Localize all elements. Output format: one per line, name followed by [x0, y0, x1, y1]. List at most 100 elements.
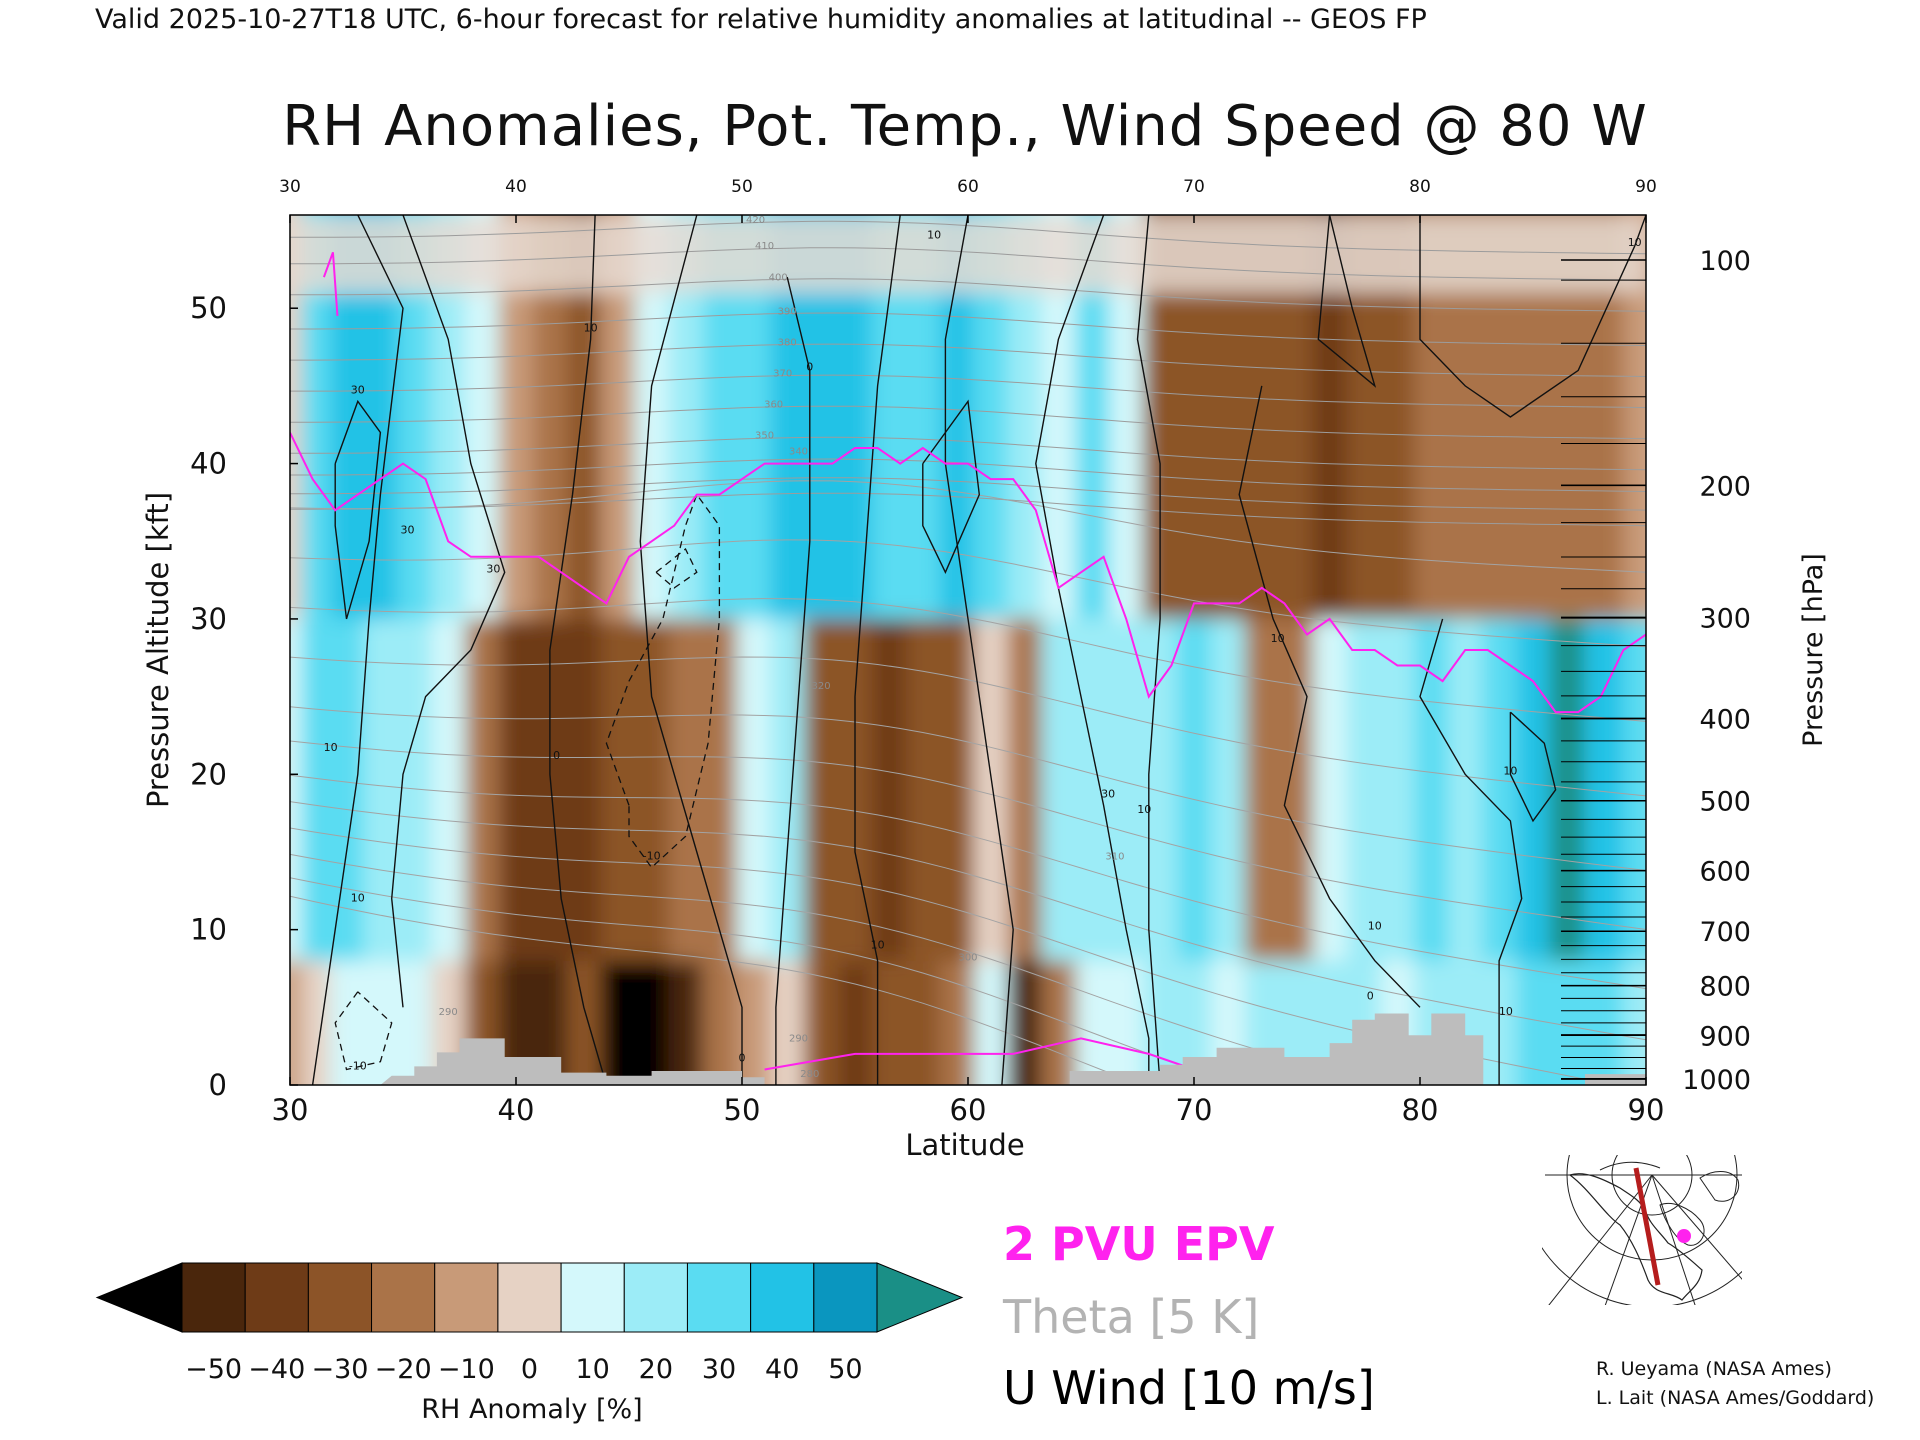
rh-cell-lower	[702, 960, 738, 1085]
u-wind-contour-label: 30	[486, 562, 500, 575]
colorbar-tick-label: −30	[311, 1354, 368, 1385]
u-wind-contour-negative	[605, 493, 721, 869]
theta-contour	[290, 436, 1646, 471]
colorbar-swatch	[307, 1262, 373, 1333]
u-wind-contour	[311, 215, 404, 1085]
y-tick-label: 40	[190, 447, 227, 481]
theta-contour-label: 320	[812, 681, 831, 692]
u-wind-contour-label: 0	[739, 1052, 746, 1065]
x-axis-label: Latitude	[905, 1128, 1024, 1162]
u-wind-contour	[1136, 215, 1161, 1085]
rh-cell-mid	[1109, 618, 1145, 961]
rh-cell-lower	[668, 960, 704, 1085]
rh-cell-mid	[1075, 618, 1111, 961]
u-wind-contour	[1238, 385, 1421, 1008]
rh-cell-lower	[1549, 960, 1585, 1085]
colorbar-tick-label: −10	[438, 1354, 495, 1385]
rh-cell-lower	[905, 960, 941, 1085]
x-axis-top: 30 40 50 60 70 80 90	[279, 177, 1657, 223]
rh-cell-mid	[1278, 618, 1314, 961]
u-wind-contour-label: 0	[1367, 990, 1374, 1003]
rh-cell-mid	[1177, 618, 1212, 961]
colorbar-tick-labels: −50 −40 −30 −20 −10 0 10 20 30 40 50	[185, 1354, 862, 1385]
theta-contour-label: 290	[439, 1007, 458, 1018]
theta-contour	[290, 740, 1646, 931]
pv2-line-fragment	[322, 251, 339, 317]
rh-strat-cap	[290, 215, 1646, 293]
u-wind-contour-label: 10	[1368, 920, 1382, 933]
colorbar-swatch	[560, 1262, 625, 1333]
theta-contour-label: 310	[1105, 852, 1124, 863]
contour-labels: 4204104003903803703603503403203103002902…	[324, 215, 1642, 1080]
pressure-tick-label: 600	[1699, 857, 1751, 888]
rh-cell-mid	[301, 618, 331, 961]
rh-cell-lower	[634, 960, 670, 1085]
colorbar-swatch	[750, 1262, 815, 1333]
colorbar-swatch	[497, 1262, 562, 1333]
section-line	[1633, 1167, 1661, 1286]
y-axis-left: 0 10 20 30 40 50	[190, 291, 298, 1102]
theta-contour	[290, 877, 1241, 1085]
y-tick-label: 30	[190, 602, 227, 636]
y-tick-label: 10	[190, 913, 227, 947]
theta-contour-label: 340	[789, 446, 808, 457]
x-top-tick-label: 90	[1635, 177, 1657, 197]
x-tick-label: 80	[1402, 1093, 1439, 1127]
u-wind-contour-label: 10	[927, 228, 941, 241]
rh-cell-lower	[1210, 960, 1246, 1085]
pressure-tick-label: 300	[1699, 603, 1751, 634]
x-tick-label: 40	[498, 1093, 535, 1127]
u-wind-contour	[639, 215, 743, 1085]
theta-contour	[290, 405, 1646, 440]
theta-contour	[290, 278, 1646, 312]
theta-contour-label: 290	[789, 1034, 808, 1045]
theta-contour-label: 400	[769, 272, 788, 283]
colorbar-tick-label: −40	[248, 1354, 305, 1385]
colorbar-tick-label: 30	[702, 1354, 736, 1385]
rh-cell-mid	[1244, 618, 1280, 961]
u-wind-contour	[390, 215, 506, 1008]
colorbar-tick-label: 50	[828, 1354, 862, 1385]
x-axis-bottom: 30 40 50 60 70 80 90	[272, 1077, 1664, 1127]
rh-cell-lower	[1312, 960, 1348, 1085]
theta-contour	[290, 853, 1391, 1085]
rh-cell-lower	[532, 960, 568, 1085]
rh-cell-lower	[939, 960, 975, 1085]
colorbar-label: RH Anomaly [%]	[421, 1394, 642, 1425]
theta-contour-label: 370	[773, 369, 792, 380]
rh-cell-upper	[1623, 215, 1646, 619]
rh-cell-mid	[465, 618, 501, 961]
rh-cell-mid	[1482, 618, 1518, 961]
pressure-tick-label: 100	[1699, 246, 1751, 277]
pressure-tick-label: 500	[1699, 787, 1751, 818]
theta-contour-label: 410	[755, 241, 774, 252]
u-wind-contour-negative	[655, 547, 698, 589]
x-top-tick-label: 50	[731, 177, 753, 197]
u-wind-contour-label: 30	[351, 384, 365, 397]
rh-cell-mid	[1380, 618, 1416, 961]
rh-cell-upper	[290, 215, 303, 619]
u-wind-contour-negative	[334, 991, 393, 1071]
pressure-tick-label: 1000	[1682, 1065, 1751, 1096]
colorbar	[95, 1262, 964, 1333]
u-wind-contour	[549, 215, 608, 1085]
rh-cell-mid	[1041, 618, 1077, 961]
rh-cell-lower	[1041, 960, 1077, 1085]
u-wind-contour	[775, 276, 811, 1085]
theta-contour	[290, 374, 1646, 409]
theta-contour	[290, 477, 1646, 511]
rh-cell-mid	[329, 618, 365, 961]
theta-contour	[290, 801, 1646, 1041]
u-wind-contour-label: 0	[553, 749, 560, 762]
u-wind-contour-label: 10	[584, 322, 598, 335]
u-wind-contour-label: 10	[1628, 236, 1642, 249]
rh-cell-lower	[566, 960, 602, 1085]
rh-cell-mid	[1346, 618, 1382, 961]
colorbar-tick-label: 0	[521, 1354, 538, 1385]
u-wind-contour-label: 30	[1101, 788, 1115, 801]
rh-cell-lower	[1516, 960, 1551, 1085]
colorbar-swatch	[623, 1262, 688, 1333]
terrain-fill	[380, 1013, 1484, 1085]
pressure-tick-label: 200	[1699, 471, 1751, 502]
pressure-tick-label: 400	[1699, 704, 1751, 735]
